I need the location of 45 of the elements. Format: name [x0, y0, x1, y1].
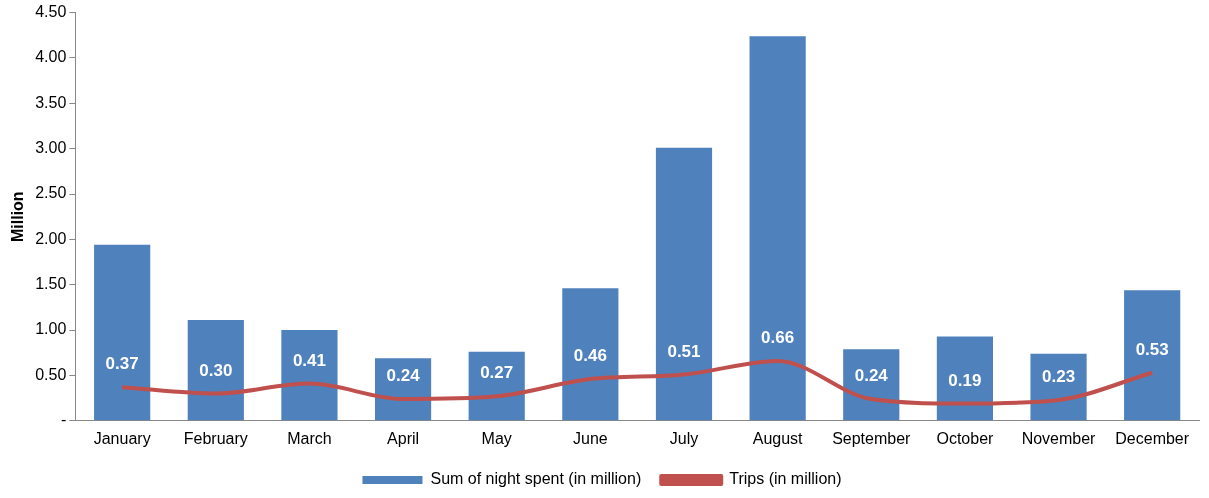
data-label: 0.66	[761, 328, 795, 348]
x-tick-label: March	[287, 429, 332, 447]
y-tick-label: 2.00	[35, 229, 67, 247]
x-tick-label: August	[752, 429, 804, 447]
data-label: 0.51	[667, 341, 701, 361]
y-tick-label: 4.00	[35, 48, 67, 66]
data-label: 0.53	[1135, 339, 1169, 359]
y-tick-label: 2.50	[35, 184, 67, 202]
data-label: 0.41	[292, 350, 326, 370]
x-tick-label: April	[387, 429, 420, 447]
y-tick-label: 1.50	[35, 275, 67, 293]
x-tick-label: September	[832, 429, 912, 447]
x-tick-label: February	[183, 429, 248, 447]
x-tick-label: October	[936, 429, 995, 447]
legend-label: Trips (in million)	[729, 470, 842, 488]
data-label: 0.19	[948, 370, 982, 390]
x-tick-label: May	[481, 429, 512, 447]
y-tick-label: 3.00	[35, 139, 67, 157]
bar	[562, 288, 619, 421]
bar	[94, 244, 151, 421]
bar	[281, 330, 338, 421]
data-label: 0.23	[1042, 367, 1076, 387]
y-tick-label: 4.50	[35, 3, 67, 21]
bar	[655, 147, 713, 421]
x-tick-label: December	[1115, 429, 1190, 447]
data-label: 0.24	[386, 366, 421, 386]
y-tick-label: -	[61, 411, 67, 429]
x-tick-label: July	[669, 429, 699, 447]
data-label: 0.46	[573, 346, 607, 366]
bar	[936, 336, 993, 421]
x-tick-label: January	[93, 429, 151, 447]
data-label: 0.24	[854, 366, 889, 386]
x-tick-label: June	[573, 429, 608, 447]
data-label: 0.27	[480, 363, 514, 383]
bar	[187, 320, 244, 421]
y-tick-label: 0.50	[35, 365, 67, 383]
data-label: 0.30	[199, 360, 233, 380]
bar	[749, 36, 806, 421]
bar	[1124, 290, 1181, 421]
x-tick-label: November	[1021, 429, 1097, 447]
data-label: 0.37	[105, 354, 139, 374]
y-axis-title: Million	[9, 191, 27, 243]
legend-label: Sum of night spent (in million)	[430, 470, 642, 488]
y-tick-label: 3.50	[35, 93, 67, 111]
y-tick-label: 1.00	[35, 320, 67, 338]
